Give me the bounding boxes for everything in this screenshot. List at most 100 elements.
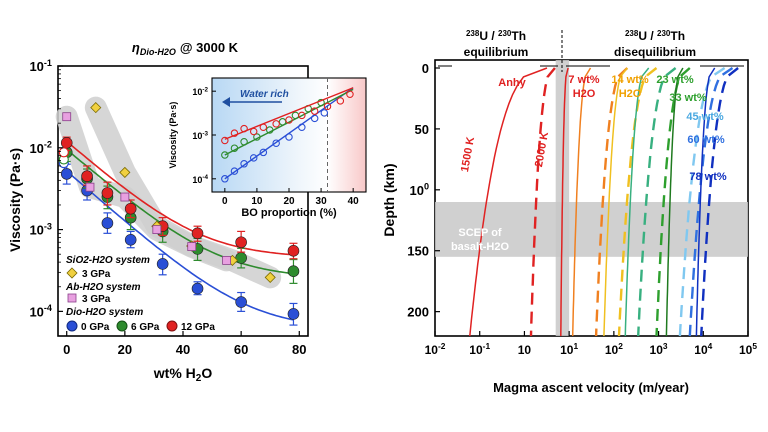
series-label-7-wt-h2o: 7 wt% [568, 74, 599, 86]
inset-xlabel: BO proportion (%) [241, 207, 337, 219]
point-12-gpa [124, 202, 137, 215]
series-label-60-wt-: 60 wt% [687, 134, 725, 146]
header-arrows [438, 30, 744, 72]
right-y-tick-label: 200 [407, 305, 429, 320]
inset-point-blue [230, 167, 239, 175]
inset-point-red [272, 120, 280, 128]
y-tick-label: 10-2 [29, 140, 52, 156]
legend: SiO2-H2O system 3 GPa Ab-H2O system 3 GP… [65, 255, 215, 333]
point-ab-h2o-3-gpa [187, 242, 197, 251]
fit-curve-12-GPa [63, 138, 294, 256]
right-x-tick-label: 10 [518, 343, 532, 357]
legend-12gpa-marker [166, 320, 178, 332]
y-tick-label: 10-1 [29, 58, 52, 74]
point-12-gpa [101, 187, 114, 199]
inset-content: 0 10 20 30 40 10-4 10-3 10-2 [192, 78, 359, 207]
point-sio2-h2o-3-gpa [119, 166, 131, 178]
ascent-velocity-panel: 10-2 10-1 10 101 102 103 104 105 0 50 100 150 200 23… [381, 29, 757, 395]
inset-point-blue [249, 154, 258, 162]
point-ab-h2o-3-gpa [85, 182, 95, 192]
x-tick-label: 40 [176, 342, 190, 357]
right-x-tick-label: 10-1 [469, 341, 490, 357]
point-0-gpa [124, 234, 137, 246]
inset-point-blue [285, 133, 293, 141]
inset-ylabel: Viscosity (Pa·s) [168, 102, 178, 169]
left-ylabel: Viscosity (Pa·s) [7, 148, 23, 252]
inset-plot: 0 10 20 30 40 10-4 10-3 10-2 Water rich BO prop… [168, 77, 367, 219]
x-tick-label: 60 [234, 342, 248, 357]
velocity-curve-23-wt- [637, 67, 677, 337]
fit-curve-0-GPa [63, 167, 294, 321]
arrow-left-icon [222, 97, 230, 107]
inset-point-green [230, 144, 239, 152]
point-ab-h2o-3-gpa [62, 112, 72, 122]
inset-point-red [323, 102, 332, 111]
point-0-gpa [191, 282, 204, 295]
inset-x-tick-label: 30 [316, 196, 328, 207]
left-xlabel: wt% H2O [153, 365, 213, 384]
point-12-gpa [81, 170, 93, 182]
right-plot-frame [434, 59, 749, 337]
header-right: 238U / 230Th [625, 29, 685, 43]
inset-y-tick-label: 10-3 [192, 130, 208, 141]
legend-ab-item: 3 GPa [82, 294, 111, 305]
point-ab-h2o-3-gpa [120, 192, 130, 202]
inset-point-red [310, 107, 319, 115]
left-axes: 0 20 40 60 80 10-4 10-3 10-2 10-1 [29, 58, 306, 357]
viscosity-panel: ηDio-H2O @ 3000 K 0 20 40 60 80 10-4 10-3 10-2 10… [7, 40, 367, 384]
scep-label-2: basalt-H2O [451, 241, 510, 253]
right-x-tick-label: 101 [560, 341, 578, 357]
right-y-tick-label: 150 [407, 244, 429, 259]
point-0-gpa [101, 217, 114, 229]
inset-point-red [249, 127, 258, 136]
inset-point-green [265, 126, 274, 134]
inset-point-green [221, 151, 229, 159]
velocity-curve-23-wt-solid [624, 67, 650, 337]
inset-x-tick-label: 10 [251, 196, 263, 207]
header-left-sub: equilibrium [464, 45, 529, 59]
inset-point-red [259, 123, 268, 132]
scep-label-1: SCEP of [458, 227, 502, 239]
legend-0gpa-label: 0 GPa [81, 322, 110, 333]
series-label-33-wt-: 33 wt% [669, 92, 707, 104]
inset-x-tick-label: 40 [348, 196, 360, 207]
series-labels: 1500 K 2000 K Anhy 7 wt% H2O 14 wt% H2O 23 wt% 3… [459, 74, 727, 183]
legend-sio2-title: SiO2-H2O system [66, 255, 150, 266]
legend-6gpa-marker [116, 320, 128, 332]
legend-dio-title: Dio-H2O system [66, 307, 143, 318]
inset-point-red [221, 136, 229, 145]
inset-x-tick-label: 0 [222, 196, 228, 207]
right-y-tick-label: 100 [409, 182, 429, 198]
velocity-curve-14-wt-h2o-solid [603, 67, 628, 337]
point-0-gpa [235, 296, 247, 308]
legend-0gpa-marker [66, 320, 78, 332]
point-12-gpa [191, 227, 204, 240]
velocity-curve-2000-k [529, 67, 556, 337]
point-0-gpa [287, 308, 300, 320]
data-points [58, 102, 300, 326]
point-12-gpa [60, 137, 73, 149]
inset-point-blue [310, 114, 319, 123]
y-tick-label: 10-3 [29, 221, 52, 237]
series-label2-7-wt-h2o: H2O [573, 88, 596, 100]
inset-y-tick-label: 10-4 [192, 174, 208, 185]
legend-12gpa-label: 12 GPa [181, 322, 215, 333]
right-x-tick-label: 105 [739, 341, 757, 357]
inset-point-green [240, 138, 248, 146]
inset-point-green [253, 133, 261, 141]
legend-sio2-item: 3 GPa [82, 269, 111, 280]
velocity-curve-7-wt-h2o [594, 67, 629, 337]
y-tick-label: 10-4 [29, 303, 52, 319]
water-rich-label: Water rich [240, 89, 289, 100]
fit-curves [63, 138, 294, 321]
point-dio-12-gpa-open- [58, 147, 69, 158]
series-label-anhy: Anhy [498, 77, 526, 89]
point-ab-h2o-3-gpa [152, 225, 162, 234]
series-label-1500-k: 1500 K [459, 136, 477, 173]
right-axes: 10-2 10-1 10 101 102 103 104 105 0 50 100 150 200 [407, 61, 757, 357]
water-rich-annotation: Water rich [222, 89, 289, 107]
inset-point-blue [259, 148, 268, 157]
velocity-curve-45-wt- [678, 66, 726, 337]
x-tick-label: 20 [118, 342, 132, 357]
inset-point-blue [272, 139, 280, 147]
